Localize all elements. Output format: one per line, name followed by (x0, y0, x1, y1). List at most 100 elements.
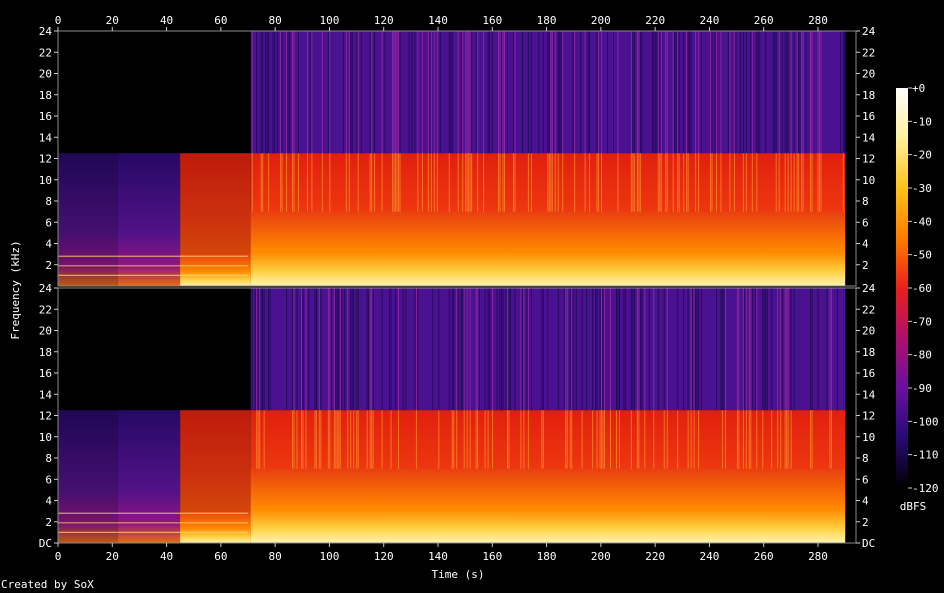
y-tick-label: 18 (862, 346, 875, 359)
y-tick-label: 2 (45, 259, 52, 272)
x-tick-label: 140 (428, 14, 448, 27)
segment-2-low (180, 254, 251, 286)
y-tick-label: 8 (862, 452, 869, 465)
y-tick-label: 12 (39, 410, 52, 423)
colorbar-tick-label: -50 (912, 249, 932, 262)
segment-3-low (250, 211, 846, 286)
y-tick-label: 16 (862, 367, 875, 380)
spectrogram-plots (57, 30, 857, 544)
y-tick-label: DC (39, 537, 52, 550)
y-tick-label: 18 (39, 346, 52, 359)
colorbar-ticks: +0 -10 -20 -30 -40 -50 -60 -70 -80 -90 -100 -110 -12… (908, 82, 939, 495)
y-tick-label: 4 (45, 238, 52, 251)
x-tick-label: 280 (808, 550, 828, 563)
y-tick-label: 20 (862, 325, 875, 338)
y-tick-label: 2 (862, 516, 869, 529)
x-tick-label: 260 (754, 550, 774, 563)
x-tick-label: 180 (537, 14, 557, 27)
x-tick-label: 0 (55, 550, 62, 563)
y-tick-label: 6 (45, 473, 52, 486)
y-tick-label: 22 (862, 303, 875, 316)
y-tick-label: 20 (39, 325, 52, 338)
y-tick-label: 18 (862, 89, 875, 102)
x-tick-label: 200 (591, 550, 611, 563)
segment-0 (58, 153, 118, 286)
x-tick-label: 260 (754, 14, 774, 27)
y-tick-label: 14 (862, 388, 876, 401)
y-tick-label: 22 (39, 46, 52, 59)
x-tick-label: 180 (537, 550, 557, 563)
colorbar-tick-label: -10 (912, 115, 932, 128)
x-tick-label: 20 (106, 550, 119, 563)
x-tick-label: 240 (699, 550, 719, 563)
y-tick-label: 24 (862, 282, 876, 295)
colorbar-tick-label: -20 (912, 149, 932, 162)
x-tick-label: 100 (319, 14, 339, 27)
channel-1-panel (57, 30, 857, 287)
y-tick-label: 2 (45, 516, 52, 529)
y-tick-label: 14 (862, 131, 876, 144)
y-tick-label: 16 (862, 110, 875, 123)
x-tick-label: 280 (808, 14, 828, 27)
colorbar-tick-label: -30 (912, 182, 932, 195)
colorbar-tick-label: +0 (912, 82, 925, 95)
y-tick-label: 6 (45, 216, 52, 229)
y-tick-label: 22 (39, 303, 52, 316)
segment-2-low (180, 511, 251, 543)
y-tick-label: 10 (862, 174, 875, 187)
y-axis-label: Frequency (kHz) (9, 240, 22, 339)
colorbar (896, 88, 908, 488)
y-tick-label: 20 (39, 68, 52, 81)
x-tick-label: 0 (55, 14, 62, 27)
x-tick-label: 160 (482, 550, 502, 563)
y-tick-label: 20 (862, 68, 875, 81)
y-tick-label: 22 (862, 46, 875, 59)
y-tick-label: 2 (862, 259, 869, 272)
x-tick-label: 140 (428, 550, 448, 563)
y-tick-label: 14 (39, 388, 53, 401)
colorbar-tick-label: -90 (912, 382, 932, 395)
colorbar-tick-label: -60 (912, 282, 932, 295)
x-tick-label: 240 (699, 14, 719, 27)
x-tick-label: 220 (645, 550, 665, 563)
y-tick-label: 8 (862, 195, 869, 208)
y-tick-label: 4 (862, 495, 869, 508)
y-tick-label: DC (862, 537, 875, 550)
x-tick-label: 20 (106, 14, 119, 27)
credit-text: Created by SoX (1, 578, 94, 591)
x-tick-label: 40 (160, 550, 173, 563)
segment-1 (117, 153, 181, 286)
y-tick-label: 18 (39, 89, 52, 102)
colorbar-tick-label: -100 (912, 415, 939, 428)
x-tick-label: 100 (319, 550, 339, 563)
channel-2-panel (57, 287, 857, 544)
y-tick-label: 4 (862, 238, 869, 251)
segment-1 (117, 410, 181, 543)
colorbar-tick-label: -110 (912, 449, 939, 462)
x-tick-label: 80 (269, 14, 282, 27)
x-tick-label: 200 (591, 14, 611, 27)
colorbar-tick-label: -70 (912, 315, 932, 328)
x-tick-label: 120 (374, 14, 394, 27)
x-tick-label: 160 (482, 14, 502, 27)
x-tick-label: 220 (645, 14, 665, 27)
colorbar-label: dBFS (900, 500, 927, 513)
y-tick-label: 24 (39, 25, 53, 38)
y-tick-label: 8 (45, 452, 52, 465)
y-tick-label: 16 (39, 367, 52, 380)
x-tick-label: 80 (269, 550, 282, 563)
x-tick-label: 120 (374, 550, 394, 563)
segment-0 (58, 410, 118, 543)
x-tick-label: 40 (160, 14, 173, 27)
y-tick-label: 12 (39, 153, 52, 166)
y-tick-label: 24 (862, 25, 876, 38)
x-tick-label: 60 (214, 550, 227, 563)
y-tick-label: 24 (39, 282, 53, 295)
colorbar-tick-label: -40 (912, 215, 932, 228)
x-axis-label: Time (s) (432, 568, 485, 581)
y-tick-label: 10 (39, 431, 52, 444)
y-tick-label: 4 (45, 495, 52, 508)
colorbar-tick-label: -120 (912, 482, 939, 495)
